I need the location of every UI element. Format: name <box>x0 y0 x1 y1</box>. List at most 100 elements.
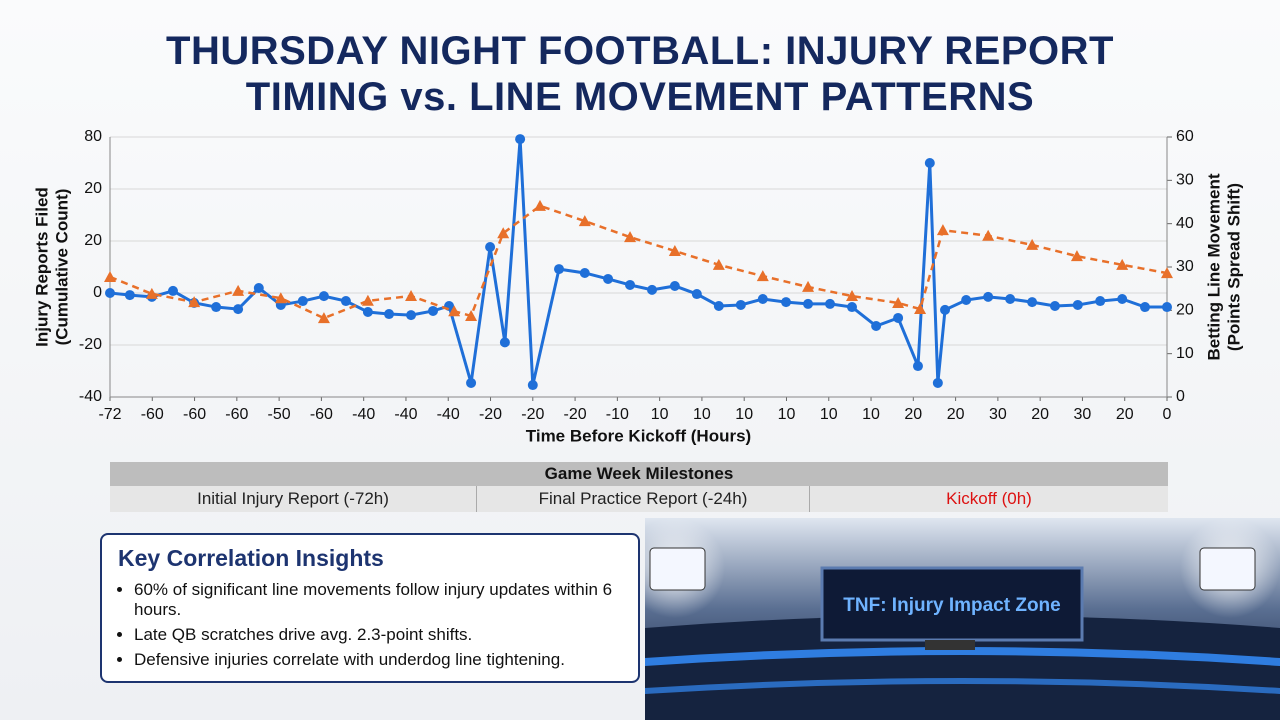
x-tick-label: 20 <box>1031 406 1049 423</box>
point <box>1162 302 1172 313</box>
page-title: THURSDAY NIGHT FOOTBALL: INJURY REPORT T… <box>0 28 1280 120</box>
insight: Late QB scratches drive avg. 2.3-point s… <box>134 625 622 645</box>
point <box>1161 267 1173 279</box>
y2-axis-label: Betting Line Movement <box>1204 173 1223 360</box>
point <box>603 273 614 284</box>
point <box>253 283 264 294</box>
point <box>892 296 905 308</box>
point <box>893 312 904 323</box>
point <box>527 380 538 391</box>
point <box>757 293 768 304</box>
y2-tick-label: 60 <box>1176 128 1194 145</box>
scoreboard-post <box>925 640 975 650</box>
x-tick-label: 20 <box>947 406 965 423</box>
floodlight <box>649 547 706 591</box>
y2-tick-label: 30 <box>1176 258 1194 275</box>
point <box>105 288 115 298</box>
series-line <box>109 204 1168 320</box>
point <box>428 305 439 316</box>
insights-list: 60% of significant line movements follow… <box>118 580 622 670</box>
x-tick-label: -20 <box>564 406 587 423</box>
point <box>983 291 994 302</box>
milestone: Kickoff (0h) <box>946 489 1032 508</box>
x-tick-label: -60 <box>141 406 164 423</box>
point <box>624 231 637 243</box>
stands-light <box>645 678 1280 694</box>
point <box>1070 250 1083 262</box>
point <box>499 337 510 348</box>
point <box>233 304 244 315</box>
point <box>1072 299 1083 310</box>
series-line <box>109 138 1167 386</box>
floodlight <box>1199 547 1256 591</box>
x-axis-label: Time Before Kickoff (Hours) <box>526 426 751 445</box>
point <box>1027 297 1038 308</box>
x-tick-label: -10 <box>606 406 629 423</box>
y2-tick-label: 30 <box>1176 172 1194 189</box>
point <box>668 244 681 256</box>
point <box>318 291 329 302</box>
point <box>361 294 374 306</box>
x-tick-label: 20 <box>1116 406 1134 423</box>
milestone: Initial Injury Report (-72h) <box>110 486 477 512</box>
point <box>912 361 923 372</box>
point <box>936 224 949 236</box>
y2-tick-label: 20 <box>1176 302 1194 319</box>
banner-text: TNF: Injury Impact Zone <box>843 595 1060 616</box>
point <box>579 267 590 278</box>
point <box>274 292 287 304</box>
point <box>211 302 222 313</box>
point <box>781 297 792 308</box>
y2-tick-label: 10 <box>1176 345 1194 362</box>
x-tick-label: -50 <box>268 406 291 423</box>
x-tick-label: -20 <box>479 406 502 423</box>
point <box>825 298 836 309</box>
point <box>669 280 680 291</box>
insight: 60% of significant line movements follow… <box>134 580 622 620</box>
y2-axis-label: (Points Spread Shift) <box>1224 183 1243 351</box>
point <box>871 321 882 332</box>
point <box>317 312 330 324</box>
point <box>982 229 995 241</box>
x-tick-label: 10 <box>651 406 669 423</box>
y-tick-label: 80 <box>84 128 102 145</box>
x-tick-label: 10 <box>693 406 711 423</box>
x-tick-label: -40 <box>352 406 375 423</box>
milestones-title: Game Week Milestones <box>110 462 1168 486</box>
milestones-table: Game Week Milestones Initial Injury Repo… <box>110 462 1168 512</box>
x-tick-label: -20 <box>521 406 544 423</box>
milestones-row: Initial Injury Report (-72h) Final Pract… <box>110 486 1168 512</box>
x-tick-label: 10 <box>820 406 838 423</box>
x-tick-label: -40 <box>394 406 417 423</box>
point <box>691 289 702 300</box>
point <box>940 304 951 315</box>
title-line: THURSDAY NIGHT FOOTBALL: INJURY REPORT <box>166 29 1114 73</box>
point <box>924 158 935 168</box>
point <box>932 377 943 388</box>
point <box>533 199 546 211</box>
y-tick-label: 20 <box>84 180 102 197</box>
point <box>485 241 496 252</box>
x-tick-label: 10 <box>778 406 796 423</box>
x-tick-label: -40 <box>437 406 460 423</box>
scoreboard <box>820 566 1084 642</box>
y2-tick-label: 40 <box>1176 215 1194 232</box>
y-axis-label: (Cumulative Count) <box>52 189 71 346</box>
point <box>803 298 814 309</box>
point <box>297 296 308 307</box>
point <box>625 279 636 290</box>
point <box>712 258 725 270</box>
point <box>735 299 746 310</box>
point <box>405 290 418 302</box>
x-tick-label: -60 <box>310 406 333 423</box>
point <box>1049 301 1060 311</box>
point <box>1005 293 1016 304</box>
chart: 80 20 20 0 -20 -40 0 10 20 30 40 30 60 -72 -60 -60 -60 -5… <box>32 128 1243 445</box>
point <box>145 287 158 299</box>
x-tick-label: -72 <box>98 406 121 423</box>
point <box>104 270 116 282</box>
point <box>497 227 510 239</box>
point <box>340 296 351 307</box>
point <box>1117 293 1128 304</box>
